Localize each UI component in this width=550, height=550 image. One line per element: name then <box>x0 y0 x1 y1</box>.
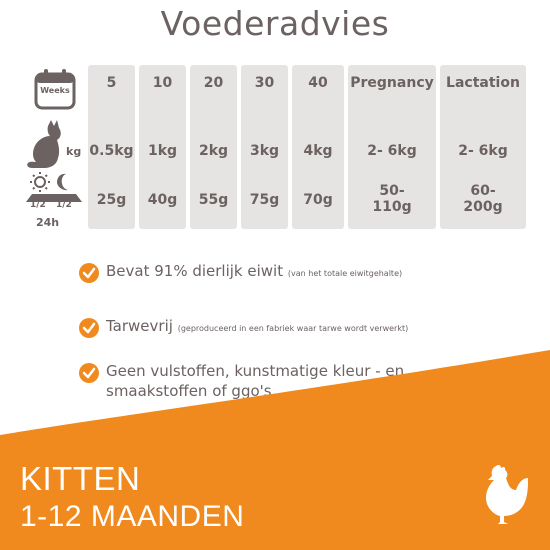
half-right-label: 1/2 <box>56 200 72 210</box>
check-circle-icon <box>79 318 99 338</box>
hours-label: 24h <box>36 216 60 229</box>
food-cell: 55g <box>198 192 229 208</box>
food-cell: 70g <box>303 192 333 208</box>
food-cell: 40g <box>147 192 178 208</box>
calendar-icon <box>34 69 76 110</box>
weight-cell: 4kg <box>303 143 333 159</box>
column-header: 20 <box>203 75 224 91</box>
banner-title: KITTEN <box>20 460 141 497</box>
table-column: Pregnancy 2- 6kg 50- 110g <box>348 65 436 229</box>
list-item-main: Bevat 91% dierlijk eiwit <box>106 262 284 280</box>
chicken-icon <box>486 464 528 524</box>
check-circle-icon <box>79 263 99 283</box>
food-cell: 25g <box>96 192 127 208</box>
weeks-label: Weeks <box>40 86 70 95</box>
list-item-text: Bevat 91% dierlijk eiwit (van het totale… <box>106 262 402 280</box>
weight-cell: 1kg <box>147 143 178 159</box>
food-cell: 60- 200g <box>463 183 503 215</box>
banner-subtitle: 1-12 MAANDEN <box>20 500 245 533</box>
icon-column: Weeks kg 1/2 1/2 24h <box>26 60 88 230</box>
weight-cell: 3kg <box>249 143 280 159</box>
list-item-text: Geen vulstoffen, kunstmatige kleur - en … <box>106 361 426 401</box>
weight-cell: 2- 6kg <box>458 143 508 159</box>
list-item-note: (van het totale eiwitgehalte) <box>287 269 403 278</box>
table-column: 30 3kg 75g <box>241 65 288 229</box>
list-item-text: Tarwevrij (geproduceerd in een fabriek w… <box>106 317 408 335</box>
column-header: Pregnancy <box>350 75 434 91</box>
column-header: 5 <box>106 75 117 91</box>
kg-label: kg <box>66 145 82 158</box>
table-column: 20 2kg 55g <box>190 65 237 229</box>
list-item-main: Tarwevrij <box>106 317 173 335</box>
weight-cell: 2kg <box>198 143 229 159</box>
day-night-icon <box>26 172 82 202</box>
weight-cell: 2- 6kg <box>367 143 417 159</box>
table-column: 10 1kg 40g <box>139 65 186 229</box>
check-circle-icon <box>79 363 99 383</box>
column-header: 40 <box>308 75 328 91</box>
page-title: Voederadvies <box>160 4 390 43</box>
column-header: 30 <box>254 75 275 91</box>
column-header: Lactation <box>446 75 520 91</box>
table-column: 5 0.5kg 25g <box>88 65 135 229</box>
table-column: 40 4kg 70g <box>292 65 344 229</box>
weight-cell: 0.5kg <box>89 143 134 159</box>
cat-icon <box>27 120 61 168</box>
half-left-label: 1/2 <box>30 200 46 210</box>
list-item-note: (geproduceerd in een fabriek waar tarwe … <box>177 324 409 333</box>
food-cell: 75g <box>249 192 280 208</box>
list-item-main: Geen vulstoffen, kunstmatige kleur - en … <box>106 362 405 400</box>
food-cell: 50- 110g <box>372 183 412 215</box>
table-column: Lactation 2- 6kg 60- 200g <box>440 65 526 229</box>
column-header: 10 <box>152 75 173 91</box>
